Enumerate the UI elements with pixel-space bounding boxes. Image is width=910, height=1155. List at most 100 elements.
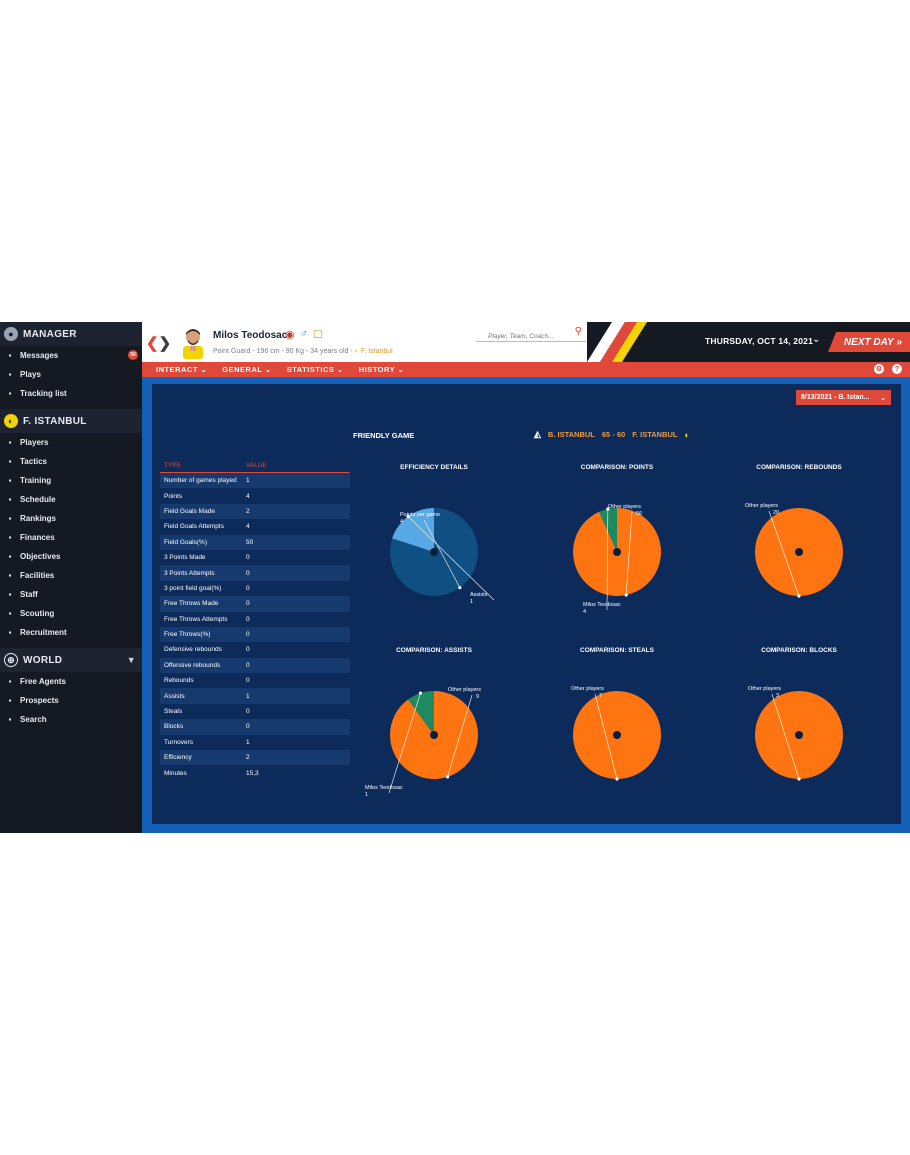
sidebar-item-label: Prospects	[20, 696, 59, 705]
sidebar-item-tactics[interactable]: ▪ Tactics	[0, 452, 142, 471]
forward-arrow-icon[interactable]: ❯	[158, 335, 172, 352]
pie-center-dot	[795, 731, 803, 739]
sidebar-item-label: Tactics	[20, 457, 47, 466]
sidebar-item-scouting[interactable]: ▪ Scouting	[0, 604, 142, 623]
sidebar-item-free-agents[interactable]: ▪ Free Agents	[0, 672, 142, 691]
chart-comparison-blocks: COMPARISON: BLOCKS Other players 3	[709, 647, 889, 817]
tab-interact[interactable]: INTERACT ⌄	[156, 365, 207, 374]
double-chevron-icon: »	[893, 336, 903, 348]
sidebar-item-players[interactable]: ▪ Players	[0, 433, 142, 452]
pie-label: Other players	[571, 686, 604, 692]
type-column-header: TYPE	[164, 461, 181, 469]
stat-type-cell: 3 point field goal(%)	[164, 584, 222, 592]
sidebar-item-messages[interactable]: ▪ Messages 50	[0, 346, 142, 365]
search-box: ⚲	[476, 325, 586, 344]
sidebar-item-search[interactable]: ▪ Search	[0, 710, 142, 729]
stat-value-cell: 1	[246, 738, 250, 746]
player-avatar	[183, 329, 203, 359]
table-row: Steals 0	[160, 704, 350, 719]
sidebar-item-training[interactable]: ▪ Training	[0, 471, 142, 490]
chevron-down-icon[interactable]: ▼	[126, 655, 136, 665]
table-row: Field Goals(%) 50	[160, 534, 350, 550]
section-manager[interactable]: ● MANAGER	[0, 322, 142, 346]
sidebar-item-plays[interactable]: ▪ Plays	[0, 365, 142, 384]
search-icon[interactable]: ⚲	[574, 326, 582, 337]
sidebar-item-label: Free Agents	[20, 677, 66, 686]
stat-type-cell: Free Throws Attempts	[164, 615, 228, 623]
stat-value-cell: 4	[246, 523, 250, 531]
player-info: Point Guard - 196 cm - 90 Kg - 34 years …	[213, 348, 393, 355]
sidebar-item-recruitment[interactable]: ▪ Recruitment	[0, 623, 142, 642]
sidebar-item-label: Messages	[20, 351, 59, 360]
chart-comparison-steals: COMPARISON: STEALS Other players 7	[527, 647, 707, 817]
sidebar-item-schedule[interactable]: ▪ Schedule	[0, 490, 142, 509]
players-icon: ▪	[8, 438, 12, 447]
section-world[interactable]: ⊕ WORLD ▼	[0, 648, 142, 672]
current-date: THURSDAY, OCT 14, 2021	[705, 336, 814, 346]
next-day-button[interactable]: NEXT DAY »	[828, 332, 910, 352]
tabs-bar: INTERACT ⌄ GENERAL ⌄ STATISTICS ⌄ HISTORY ⌄…	[142, 362, 910, 377]
pie-leader-line	[423, 519, 461, 588]
nav-arrows: ❮❯	[146, 334, 171, 352]
manager-avatar-icon: ●	[4, 327, 18, 341]
stat-type-cell: Offensive rebounds	[164, 661, 221, 669]
pie-label: Other players	[608, 504, 641, 510]
sidebar-item-label: Finances	[20, 533, 55, 542]
sidebar-item-staff[interactable]: ▪ Staff	[0, 585, 142, 604]
bookmark-icon[interactable]: ☐	[312, 329, 323, 341]
pie-label: Milos Teodosac	[583, 602, 621, 608]
sidebar-item-objectives[interactable]: ▪ Objectives	[0, 547, 142, 566]
stat-value-cell: 0	[246, 584, 250, 592]
date-chevron-icon[interactable]: ⌄	[812, 334, 821, 345]
stat-type-cell: Field Goals Made	[164, 507, 215, 515]
section-club[interactable]: ◐ F. ISTANBUL	[0, 409, 142, 433]
sidebar-item-rankings[interactable]: ▪ Rankings	[0, 509, 142, 528]
tab-label: HISTORY	[358, 365, 396, 374]
sidebar-item-finances[interactable]: ▪ Finances	[0, 528, 142, 547]
unread-badge: 50	[128, 350, 138, 360]
stat-value-cell: 0	[246, 646, 250, 654]
tab-label: STATISTICS	[286, 365, 335, 374]
stat-type-cell: Points	[164, 492, 183, 500]
tab-statistics[interactable]: STATISTICS ⌄	[287, 365, 344, 374]
home-team-logo-icon: ◭	[534, 429, 541, 439]
settings-icon[interactable]: ⚙	[874, 364, 884, 374]
tab-general[interactable]: GENERAL ⌄	[222, 365, 271, 374]
chart-title: COMPARISON: STEALS	[580, 647, 654, 654]
help-icon[interactable]: ?	[892, 364, 902, 374]
next-day-label: NEXT DAY	[843, 336, 894, 348]
table-row: Number of games played 1	[160, 473, 350, 489]
app-window: ● MANAGER ▪ Messages 50 ▪ Plays ▪ Tracking lis…	[0, 322, 910, 833]
pie-center-dot	[430, 548, 438, 556]
chevron-down-icon: ⌄	[880, 394, 886, 402]
stat-type-cell: Field Goals Attempts	[164, 523, 224, 531]
sidebar-item-tracking-list[interactable]: ▪ Tracking list	[0, 384, 142, 403]
stat-value-cell: 0	[246, 600, 250, 608]
player-team-link[interactable]: F. Istanbul	[360, 348, 393, 355]
sidebar-item-label: Search	[20, 715, 47, 724]
pie-slice	[408, 691, 434, 735]
sidebar-item-facilities[interactable]: ▪ Facilities	[0, 566, 142, 585]
pie-marker	[797, 594, 801, 598]
back-arrow-icon[interactable]: ❮	[146, 335, 159, 352]
game-select-dropdown[interactable]: 8/13/2021 - B. Istan... ⌄	[796, 390, 891, 405]
pie-value: 1	[365, 792, 368, 798]
table-row: Efficiency 2	[160, 750, 350, 766]
pie-value: 3	[776, 693, 779, 699]
sidebar-item-prospects[interactable]: ▪ Prospects	[0, 691, 142, 710]
away-team-logo-icon: ◐	[684, 429, 690, 440]
stats-table-header: TYPE VALUE	[160, 458, 350, 473]
pie-label: Milos Teodosac	[365, 785, 403, 791]
section-club-title: F. ISTANBUL	[23, 415, 87, 427]
stat-value-cell: 0	[246, 708, 250, 716]
chevron-down-icon: ⌄	[334, 365, 344, 374]
tab-history[interactable]: HISTORY ⌄	[359, 365, 405, 374]
pie-label: Other players	[448, 687, 481, 693]
chart-comparison-rebounds: COMPARISON: REBOUNDS Other players 20	[709, 464, 889, 634]
search-input[interactable]	[476, 329, 568, 344]
pie-leader-line	[771, 693, 800, 780]
sidebar-item-label: Players	[20, 438, 49, 447]
pie-slice	[392, 508, 434, 552]
